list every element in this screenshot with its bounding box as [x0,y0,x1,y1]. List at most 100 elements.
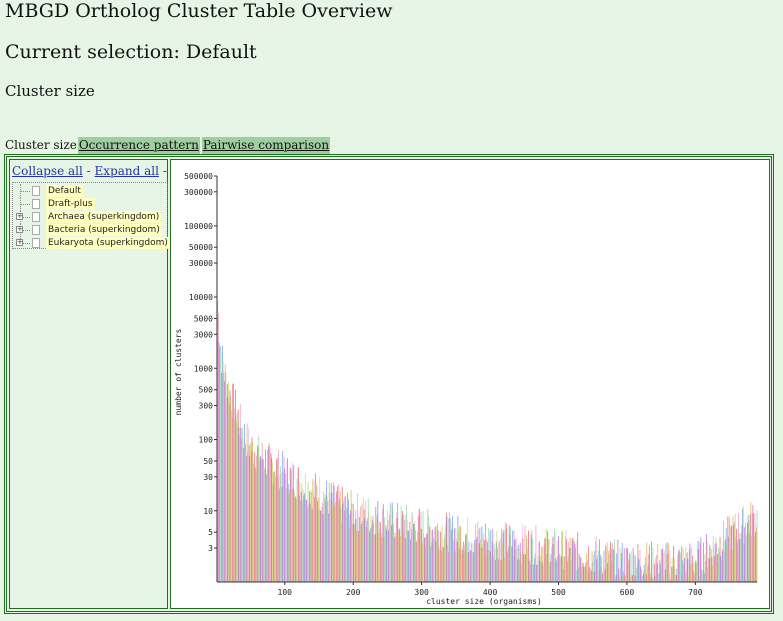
bar [610,548,612,582]
bar [345,495,347,582]
bar [641,575,643,582]
page-title: MBGD Ortholog Cluster Table Overview [5,0,393,22]
bar [503,530,505,582]
bar [317,501,319,582]
bar [429,526,431,582]
bar [569,537,571,582]
bar [433,539,435,582]
bar [742,506,744,582]
bar [582,563,584,582]
bar [511,546,513,582]
bar [674,568,676,582]
bar [534,557,535,582]
bar [404,519,405,582]
bar [672,566,674,582]
bar [355,518,357,582]
bar [541,562,543,582]
bar [556,560,557,582]
y-tick-label: 100000 [184,222,213,231]
bar [391,502,393,582]
bar [745,533,747,582]
bar [521,563,522,582]
bar [709,544,711,582]
bar [259,461,260,582]
bar [544,538,546,582]
bar [501,543,503,582]
bar [307,481,309,582]
bar [462,541,464,582]
tree-item-label[interactable]: Bacteria (superkingdom) [46,224,162,236]
bar [529,559,531,582]
bar [743,544,745,582]
expand-plus-icon[interactable]: + [16,225,23,233]
bar [295,499,297,582]
bar [235,389,236,582]
bar [253,460,255,582]
bar [237,411,238,582]
bar [584,567,585,582]
bar [462,549,464,582]
tree-item-bacteria[interactable]: + Bacteria (superkingdom) [13,223,168,237]
bar [628,559,630,582]
tab-occurrence-pattern[interactable]: Occurrence pattern [77,137,200,154]
tree-item-label[interactable]: Eukaryota (superkingdom) [46,237,170,249]
bar [539,561,541,582]
bar [525,554,527,582]
bar [555,558,557,582]
bar [752,504,754,582]
expand-plus-icon[interactable]: + [16,238,23,246]
bar [601,556,603,582]
bar [289,489,290,582]
bar [623,548,625,582]
bar [366,520,368,582]
bar [551,547,553,582]
bar [506,552,508,582]
bar [602,571,604,582]
tab-cluster-size[interactable]: Cluster size [4,137,78,154]
bar [352,503,354,582]
tree-item-label[interactable]: Draft-plus [46,198,95,210]
bar [488,531,490,582]
tab-pairwise-comparison[interactable]: Pairwise comparison [201,137,331,154]
bar [502,532,504,582]
bar [272,462,273,582]
bar [271,458,273,582]
bar [396,518,398,582]
bar [244,442,246,582]
bar [662,548,663,582]
bar [224,364,226,582]
bar [413,523,414,582]
expand-plus-icon[interactable]: + [16,212,23,220]
bar [460,553,462,582]
bar [545,538,546,582]
bar [474,544,476,582]
expand-all-link[interactable]: Expand all [94,164,159,178]
tree-item-label[interactable]: Default [46,185,83,197]
bar [384,517,386,582]
tree-item-draft-plus[interactable]: Draft-plus [13,197,168,211]
bar [523,553,525,582]
tree-item-default[interactable]: Default [13,184,168,198]
bar [345,507,347,582]
x-axis-label: cluster size (organisms) [426,597,542,606]
bar [565,530,567,582]
tree-item-eukaryota[interactable]: + Eukaryota (superkingdom) [13,236,170,250]
bar [612,543,613,582]
tree-item-label[interactable]: Archaea (superkingdom) [46,211,162,223]
bar [718,547,720,582]
collapse-all-link[interactable]: Collapse all [12,164,83,178]
tree-item-archaea[interactable]: + Archaea (superkingdom) [13,210,168,224]
bar [586,553,587,582]
bar [563,556,565,582]
bar [651,541,653,582]
bar [702,574,704,582]
bar [298,467,299,582]
bar [403,532,405,582]
bar [384,527,386,582]
bar [478,530,479,582]
bar [497,547,499,582]
bar [476,536,478,582]
bar [365,527,367,582]
bar [597,550,599,582]
bar [304,473,306,582]
